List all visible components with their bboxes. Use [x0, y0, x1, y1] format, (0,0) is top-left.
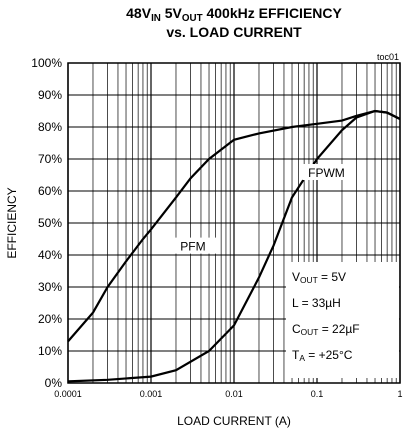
- text-part: = +25°C: [305, 348, 353, 362]
- y-tick-label: 10%: [38, 344, 62, 358]
- text-part: C: [292, 322, 301, 336]
- text-part: OUT: [301, 327, 319, 337]
- text-part: T: [292, 348, 300, 362]
- y-tick-label: 80%: [38, 120, 62, 134]
- text-part: 5V: [161, 5, 183, 21]
- text-part: 400kHz EFFICIENCY: [203, 5, 343, 21]
- y-axis-label: EFFICIENCY: [5, 187, 19, 258]
- condition-text: VOUT = 5V: [292, 270, 346, 285]
- y-tick-label: 70%: [38, 152, 62, 166]
- chart-title: vs. LOAD CURRENT: [166, 24, 302, 40]
- text-part: OUT: [182, 13, 203, 24]
- figure-tag: toc01: [377, 52, 399, 62]
- text-part: IN: [151, 13, 161, 24]
- series-label: FPWM: [308, 166, 345, 180]
- plot-frame: [67, 62, 401, 384]
- y-tick-label: 20%: [38, 312, 62, 326]
- series-label: PFM: [180, 240, 205, 254]
- y-tick-label: 90%: [38, 88, 62, 102]
- text-part: = 22µF: [318, 322, 359, 336]
- conditions-box: [286, 262, 399, 378]
- series-line: [67, 109, 401, 343]
- y-tick-label: 50%: [38, 216, 62, 230]
- x-tick-label: 1: [397, 389, 402, 399]
- series-line: [67, 109, 401, 383]
- y-tick-label: 100%: [31, 56, 62, 70]
- condition-text: COUT = 22µF: [292, 322, 360, 337]
- text-part: V: [292, 270, 300, 284]
- y-tick-label: 0%: [45, 376, 63, 390]
- x-tick-label: 0.1: [311, 389, 324, 399]
- chart-title: 48VIN 5VOUT 400kHz EFFICIENCY: [126, 5, 342, 24]
- x-tick-label: 0.001: [140, 389, 163, 399]
- text-part: 48V: [126, 5, 152, 21]
- series-label-bg: [168, 237, 217, 254]
- x-tick-label: 0.01: [225, 389, 243, 399]
- series-label-bg: [302, 164, 351, 180]
- y-tick-label: 60%: [38, 184, 62, 198]
- condition-text: L = 33µH: [292, 296, 341, 310]
- y-tick-label: 30%: [38, 280, 62, 294]
- text-part: = 5V: [318, 270, 346, 284]
- x-tick-label: 0.0001: [54, 389, 82, 399]
- x-axis-label: LOAD CURRENT (A): [177, 414, 291, 428]
- y-tick-label: 40%: [38, 248, 62, 262]
- text-part: A: [299, 353, 305, 363]
- condition-text: TA = +25°C: [292, 348, 353, 363]
- text-part: vs. LOAD CURRENT: [166, 24, 302, 40]
- text-part: L = 33µH: [292, 296, 341, 310]
- text-part: OUT: [300, 275, 318, 285]
